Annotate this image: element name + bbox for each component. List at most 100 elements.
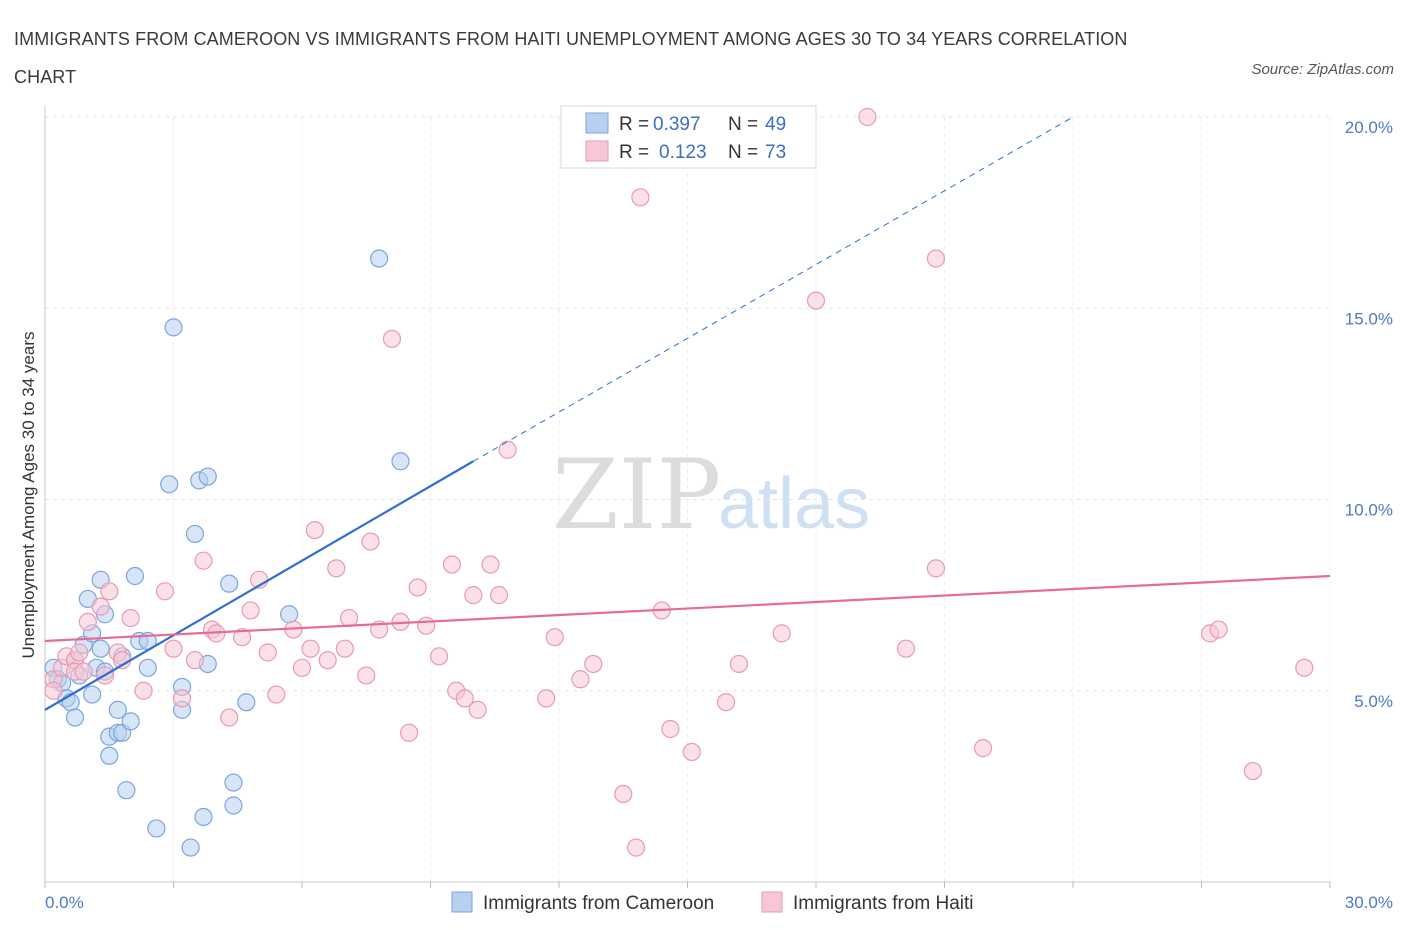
point-0-20 [108, 700, 127, 719]
point-0-46 [391, 452, 410, 471]
point-1-38 [361, 532, 380, 551]
point-1-25 [241, 601, 260, 620]
point-1-1 [44, 681, 63, 700]
point-0-29 [147, 819, 166, 838]
point-1-37 [357, 666, 376, 685]
point-1-59 [626, 838, 646, 857]
point-1-50 [468, 700, 487, 719]
trend-line-extension-0 [473, 116, 1074, 462]
point-1-48 [455, 689, 474, 708]
point-1-67 [806, 291, 826, 310]
point-1-69 [896, 639, 916, 658]
point-0-4 [61, 693, 80, 712]
series-legend-swatch-cameroon [451, 891, 473, 913]
point-0-37 [194, 807, 213, 827]
point-0-11 [83, 685, 102, 704]
point-0-35 [185, 524, 205, 544]
point-1-16 [155, 582, 175, 601]
point-1-31 [301, 639, 320, 658]
point-0-31 [164, 318, 183, 337]
point-1-33 [318, 651, 337, 670]
point-1-30 [292, 658, 312, 677]
trend-line-0 [44, 460, 474, 711]
point-1-36 [340, 608, 359, 628]
point-0-28 [138, 658, 157, 677]
y-tick-labels: 5.0% 10.0% 15.0% 20.0% [1345, 118, 1393, 711]
point-0-24 [121, 712, 140, 731]
point-0-30 [160, 475, 179, 494]
point-0-18 [100, 746, 119, 765]
point-1-9 [91, 597, 110, 616]
point-1-43 [408, 578, 427, 597]
legend-r-label-haiti: R = [619, 142, 649, 163]
point-0-39 [198, 467, 217, 486]
point-1-35 [335, 639, 354, 658]
point-1-74 [1209, 620, 1228, 639]
y-axis-title: Unemployment Among Ages 30 to 34 years [19, 332, 38, 659]
point-1-19 [185, 651, 205, 670]
point-1-11 [100, 582, 119, 601]
legend-n-label-cameroon: N = [728, 114, 758, 135]
point-0-34 [181, 838, 200, 857]
point-1-56 [571, 670, 590, 689]
watermark-atlas: atlas [718, 464, 870, 544]
legend-swatch-haiti [585, 140, 609, 162]
x-tick-label-max: 30.0% [1345, 893, 1393, 912]
point-0-42 [224, 773, 243, 792]
point-1-52 [489, 586, 509, 605]
point-1-8 [78, 612, 97, 632]
point-1-20 [194, 551, 213, 570]
point-1-23 [220, 708, 239, 727]
point-1-55 [545, 628, 564, 647]
series-0-points [44, 249, 410, 857]
point-0-14 [91, 639, 110, 658]
point-1-72 [973, 739, 993, 758]
point-1-28 [267, 685, 286, 704]
point-1-15 [134, 681, 153, 700]
chart-title: IMMIGRANTS FROM CAMEROON VS IMMIGRANTS F… [14, 29, 1128, 87]
point-1-70 [926, 249, 946, 268]
point-0-44 [280, 605, 299, 624]
series-legend-label-cameroon: Immigrants from Cameroon [483, 893, 714, 914]
point-1-45 [429, 647, 449, 666]
data-points [44, 107, 1314, 857]
y-tick-label-3: 20.0% [1345, 118, 1393, 137]
point-1-54 [537, 689, 556, 708]
series-legend-swatch-haiti [761, 891, 783, 913]
point-0-45 [370, 249, 389, 268]
point-0-43 [237, 693, 256, 712]
point-1-32 [305, 520, 324, 540]
point-1-40 [382, 329, 402, 348]
trend-line-1 [44, 574, 1331, 643]
y-tick-label-2: 15.0% [1345, 309, 1393, 328]
correlation-legend: R = 0.397 N = 49 R = 0.123 N = 73 [560, 105, 817, 169]
point-0-25 [125, 566, 145, 586]
point-1-34 [327, 559, 346, 578]
point-1-58 [614, 784, 633, 804]
point-1-27 [258, 643, 277, 662]
y-tick-label-0: 5.0% [1354, 692, 1393, 711]
point-1-49 [464, 586, 483, 605]
point-1-68 [858, 107, 877, 127]
legend-n-value-haiti: 73 [765, 142, 786, 163]
point-1-18 [172, 689, 192, 708]
source-label: Source: ZipAtlas.com [1251, 61, 1394, 78]
x-tick-label-min: 0.0% [45, 893, 84, 912]
legend-n-label-haiti: N = [728, 142, 758, 163]
point-1-64 [716, 693, 736, 712]
point-1-65 [729, 654, 749, 674]
point-1-51 [481, 555, 500, 574]
point-1-66 [772, 624, 791, 643]
point-1-7 [74, 662, 93, 681]
point-1-17 [164, 639, 183, 658]
point-1-71 [926, 559, 946, 578]
watermark: ZIP atlas [552, 439, 870, 551]
point-1-42 [399, 723, 419, 742]
point-1-14 [121, 608, 140, 628]
point-0-23 [117, 781, 136, 800]
trend-lines [44, 116, 1331, 711]
legend-r-value-haiti: 0.123 [659, 142, 707, 163]
point-1-60 [631, 188, 650, 207]
legend-swatch-cameroon [585, 112, 609, 134]
